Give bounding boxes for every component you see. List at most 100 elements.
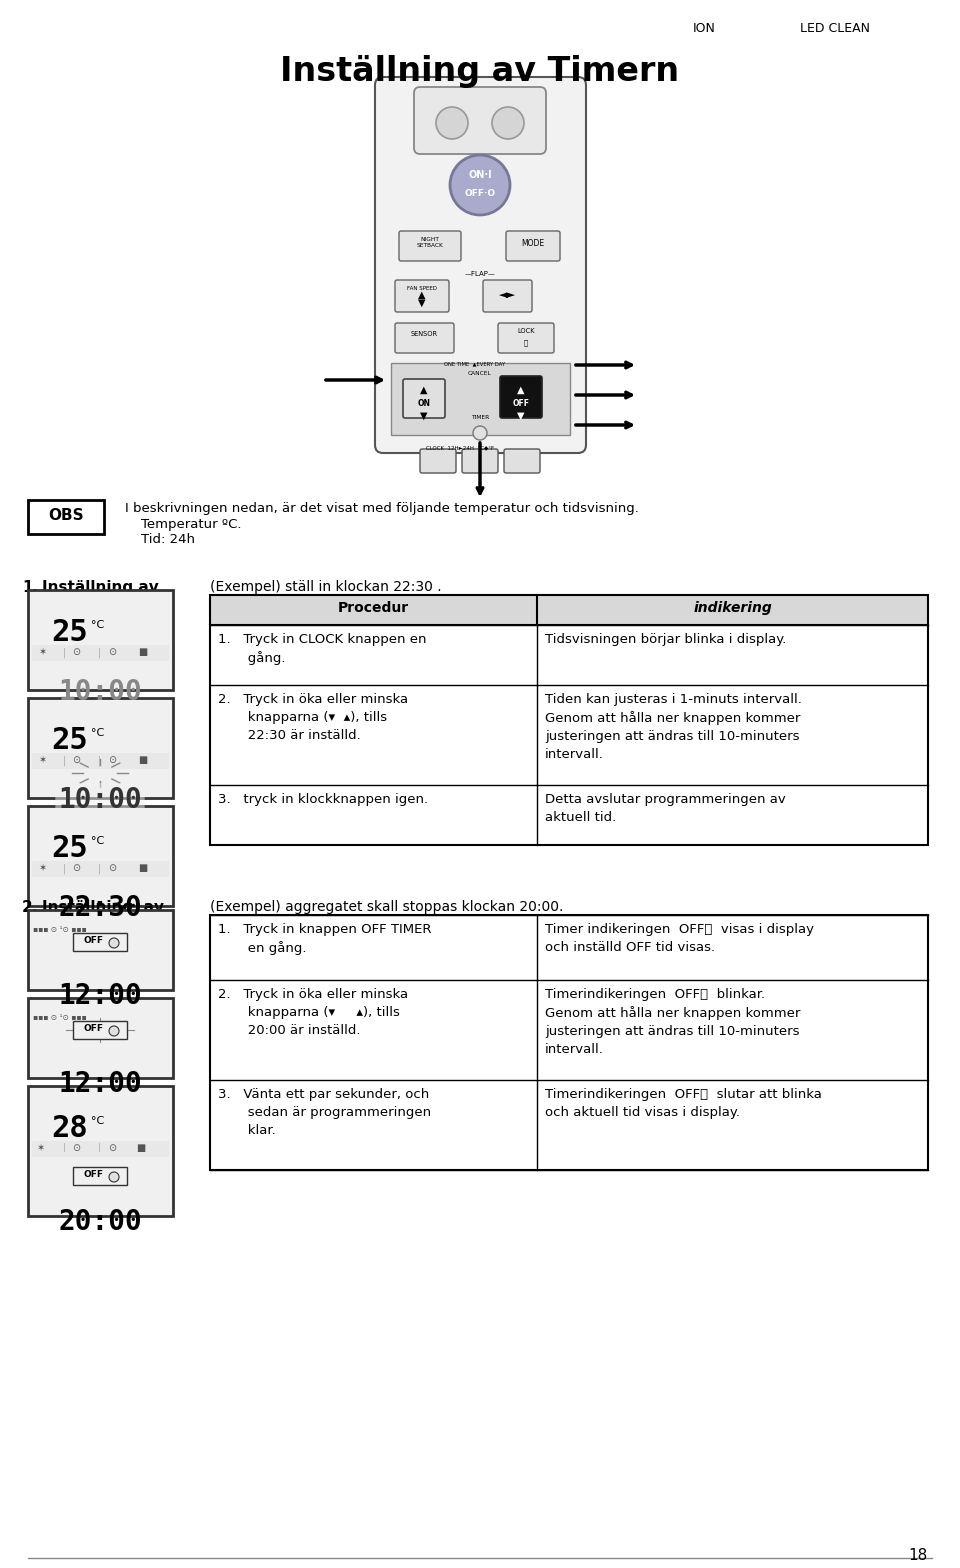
Bar [210, 916, 928, 1170]
Text: FAN SPEED: FAN SPEED [407, 285, 437, 292]
Circle shape [436, 107, 468, 140]
Text: °C: °C [91, 1116, 105, 1126]
Text: Detta avslutar programmeringen av
aktuell tid.: Detta avslutar programmeringen av aktuel… [545, 793, 785, 825]
FancyBboxPatch shape [504, 448, 540, 474]
Text: 1.   Tryck in knappen OFF TIMER
       en gång.: 1. Tryck in knappen OFF TIMER en gång. [218, 924, 431, 955]
Bar [32, 644, 169, 662]
Text: 3.   tryck in klockknappen igen.: 3. tryck in klockknappen igen. [218, 793, 428, 806]
Text: 1.   Tryck in CLOCK knappen en
       gång.: 1. Tryck in CLOCK knappen en gång. [218, 633, 426, 665]
FancyBboxPatch shape [395, 281, 449, 312]
Bar [28, 590, 173, 690]
Text: aktuell tid: aktuell tid [42, 597, 130, 612]
FancyBboxPatch shape [395, 323, 454, 353]
Text: 18: 18 [909, 1548, 928, 1563]
Text: TIMER: TIMER [470, 416, 490, 420]
Bar [391, 364, 570, 434]
Text: Inställning av Timern: Inställning av Timern [280, 55, 680, 88]
FancyBboxPatch shape [403, 379, 445, 419]
Text: ▪▪▪ ⊙ ¹⊙ ▪▪▪: ▪▪▪ ⊙ ¹⊙ ▪▪▪ [33, 925, 86, 935]
Text: |: | [98, 862, 101, 873]
Circle shape [109, 1171, 119, 1182]
Text: Timerindikeringen  OFFⓄ  slutar att blinka
och aktuell tid visas i display.: Timerindikeringen OFFⓄ slutar att blinka… [545, 1088, 822, 1120]
Bar [210, 1080, 928, 1170]
Text: °C: °C [91, 728, 105, 739]
Text: ⊙: ⊙ [108, 1143, 116, 1152]
Text: ■: ■ [136, 1143, 145, 1152]
Bar [210, 685, 928, 786]
Text: ■: ■ [138, 756, 147, 765]
Text: 10:00: 10:00 [59, 677, 142, 706]
Text: SENSOR: SENSOR [411, 331, 438, 337]
Text: ⊙: ⊙ [108, 756, 116, 765]
Text: ⊙: ⊙ [72, 1143, 80, 1152]
Text: ✶: ✶ [38, 862, 46, 873]
FancyBboxPatch shape [498, 323, 554, 353]
FancyBboxPatch shape [483, 281, 532, 312]
Text: NIGHT
SETBACK: NIGHT SETBACK [417, 237, 444, 248]
Text: ⊙: ⊙ [108, 648, 116, 657]
Text: ⊙: ⊙ [72, 756, 80, 765]
Bar [210, 594, 928, 845]
Text: 2.   Tryck in öka eller minska
       knapparna (▾     ▴), tills
       20:00 är: 2. Tryck in öka eller minska knapparna (… [218, 988, 408, 1036]
Text: ⊙: ⊙ [72, 648, 80, 657]
Text: ▲: ▲ [517, 386, 525, 395]
Text: MODE: MODE [521, 238, 544, 248]
Text: °C: °C [91, 619, 105, 630]
Circle shape [492, 107, 524, 140]
Text: ION: ION [693, 22, 716, 34]
Text: 28: 28 [52, 1113, 88, 1143]
Text: |: | [63, 756, 66, 765]
Circle shape [109, 1025, 119, 1036]
Circle shape [109, 938, 119, 949]
FancyBboxPatch shape [506, 230, 560, 260]
Text: |: | [98, 648, 101, 657]
Bar [32, 861, 169, 877]
Text: 25: 25 [52, 618, 88, 648]
Text: °C: °C [91, 836, 105, 847]
Text: OFF: OFF [513, 398, 530, 408]
Text: OFF: OFF [84, 936, 104, 946]
Text: ■: ■ [138, 648, 147, 657]
Text: ■: ■ [138, 862, 147, 873]
Text: CANCEL: CANCEL [468, 372, 492, 376]
Text: ◄►: ◄► [499, 290, 516, 299]
Text: OFF: OFF [84, 1170, 104, 1179]
Text: 22:30: 22:30 [59, 894, 142, 922]
Text: Timerindikeringen  OFFⓄ  blinkar.
Genom att hålla ner knappen kommer
justeringen: Timerindikeringen OFFⓄ blinkar. Genom at… [545, 988, 801, 1057]
Text: Inställning av: Inställning av [42, 580, 158, 594]
Bar [28, 909, 173, 989]
Bar [210, 786, 928, 845]
Text: indikering: indikering [693, 601, 772, 615]
Circle shape [450, 155, 510, 215]
FancyBboxPatch shape [73, 933, 127, 952]
Text: ONE TIME  ▲EVERY DAY: ONE TIME ▲EVERY DAY [444, 361, 506, 365]
Text: ▲: ▲ [420, 386, 428, 395]
Text: (Exempel) aggregatet skall stoppas klockan 20:00.: (Exempel) aggregatet skall stoppas klock… [210, 900, 564, 914]
Text: ⊙: ⊙ [72, 862, 80, 873]
Text: |: | [98, 756, 101, 765]
FancyBboxPatch shape [73, 1167, 127, 1185]
Bar [32, 1142, 169, 1157]
Text: 1.: 1. [22, 580, 38, 594]
Text: I beskrivningen nedan, är det visat med följande temperatur och tidsvisning.: I beskrivningen nedan, är det visat med … [125, 502, 638, 514]
Bar [28, 997, 173, 1079]
Text: ▲
▼: ▲ ▼ [419, 290, 425, 309]
Text: |: | [63, 648, 66, 657]
Text: —FLAP—: —FLAP— [465, 271, 495, 278]
Text: 2.   Tryck in öka eller minska
       knapparna (▾  ▴), tills
       22:30 är in: 2. Tryck in öka eller minska knapparna (… [218, 693, 408, 742]
Text: ON·I: ON·I [468, 169, 492, 180]
Bar [210, 980, 928, 1080]
Text: |: | [63, 1143, 66, 1152]
Text: Tiden kan justeras i 1-minuts intervall.
Genom att hålla ner knappen kommer
just: Tiden kan justeras i 1-minuts intervall.… [545, 693, 802, 762]
Text: 2.: 2. [22, 900, 38, 916]
FancyBboxPatch shape [73, 1021, 127, 1040]
Text: 25: 25 [52, 726, 88, 756]
FancyBboxPatch shape [414, 86, 546, 154]
FancyBboxPatch shape [500, 376, 542, 419]
Text: 🔑: 🔑 [524, 339, 528, 345]
Text: Temperatur ºC.: Temperatur ºC. [141, 517, 242, 532]
Text: Timer indikeringen  OFFⓄ  visas i display
och inställd OFF tid visas.: Timer indikeringen OFFⓄ visas i display … [545, 924, 814, 953]
Text: ▪▪▪ ⊙ ¹⊙ ▪▪▪: ▪▪▪ ⊙ ¹⊙ ▪▪▪ [33, 1013, 86, 1022]
Text: OFF: OFF [84, 1024, 104, 1033]
Text: Procedur: Procedur [338, 601, 409, 615]
